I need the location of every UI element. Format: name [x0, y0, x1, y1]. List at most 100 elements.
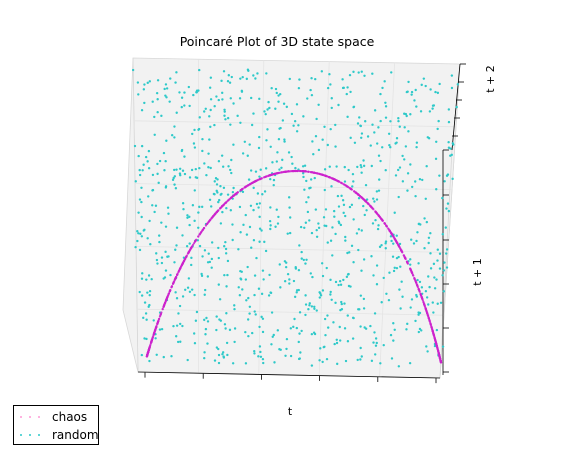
- chaos-point: [160, 311, 163, 314]
- random-point: [445, 207, 448, 210]
- random-point: [415, 293, 418, 297]
- random-point: [140, 235, 144, 238]
- random-point: [191, 132, 194, 136]
- random-point: [259, 350, 262, 354]
- random-point: [172, 324, 175, 328]
- random-point: [151, 188, 155, 192]
- random-point: [423, 217, 426, 220]
- random-point: [407, 130, 410, 133]
- random-point: [140, 109, 144, 112]
- random-point: [293, 120, 297, 123]
- chaos-point: [318, 172, 321, 176]
- random-point: [241, 152, 245, 155]
- random-marker: [18, 433, 42, 437]
- random-point: [447, 209, 451, 213]
- random-point: [374, 353, 377, 356]
- random-point: [357, 228, 361, 231]
- chaos-point: [366, 201, 369, 205]
- random-point: [241, 190, 245, 194]
- random-point: [442, 269, 446, 272]
- random-point: [257, 355, 260, 358]
- random-point: [276, 329, 280, 332]
- random-point: [415, 145, 418, 149]
- random-point: [313, 176, 316, 180]
- random-point: [267, 294, 271, 297]
- random-point: [273, 361, 276, 364]
- grid-line-x: [318, 61, 330, 376]
- random-point: [283, 260, 287, 263]
- random-point: [252, 239, 256, 242]
- random-point: [417, 330, 421, 334]
- random-point: [229, 168, 232, 172]
- random-point: [309, 272, 312, 275]
- random-point: [393, 328, 396, 331]
- random-point: [143, 101, 146, 105]
- random-point: [445, 252, 448, 255]
- random-point: [217, 246, 220, 250]
- chaos-point: [241, 187, 244, 190]
- random-point: [329, 127, 332, 131]
- chaos-point: [163, 302, 167, 305]
- y-axis-label: t + 1: [471, 258, 484, 286]
- random-point: [274, 87, 278, 91]
- random-point: [146, 291, 149, 294]
- random-point: [364, 120, 367, 123]
- chaos-point: [245, 185, 248, 188]
- random-point: [409, 306, 412, 309]
- random-point: [186, 286, 190, 289]
- random-point: [447, 141, 450, 144]
- chaos-point: [235, 192, 238, 195]
- random-point: [224, 252, 228, 255]
- random-point: [385, 292, 388, 295]
- random-point: [279, 92, 282, 96]
- random-point: [436, 127, 439, 131]
- chaos-point: [162, 304, 166, 307]
- random-point: [329, 83, 332, 86]
- chaos-point: [403, 256, 407, 259]
- random-point: [399, 265, 402, 268]
- random-point: [399, 307, 402, 310]
- random-point: [418, 280, 422, 284]
- random-point: [232, 143, 235, 146]
- random-point: [227, 74, 231, 77]
- random-point: [225, 207, 228, 210]
- random-point: [138, 248, 142, 252]
- random-point: [178, 91, 181, 94]
- legend-label-random: random: [52, 428, 99, 442]
- random-point: [248, 305, 252, 308]
- random-point: [380, 301, 383, 304]
- random-point: [257, 206, 260, 209]
- random-point: [295, 103, 299, 106]
- random-point: [292, 325, 295, 329]
- random-point: [258, 227, 262, 230]
- random-point: [307, 308, 310, 311]
- chaos-point: [300, 169, 303, 173]
- random-point: [169, 77, 172, 80]
- random-point: [289, 216, 292, 219]
- random-point: [308, 302, 311, 305]
- chaos-point: [155, 324, 158, 328]
- grid-lines: [133, 59, 457, 377]
- random-point: [293, 295, 297, 299]
- random-point: [217, 98, 220, 102]
- random-point: [206, 320, 210, 323]
- random-point: [164, 83, 168, 86]
- random-point: [203, 110, 206, 113]
- random-point: [156, 98, 159, 101]
- chaos-point: [363, 199, 367, 202]
- random-point: [143, 301, 147, 304]
- random-point: [258, 175, 261, 178]
- chaos-point: [230, 196, 233, 199]
- random-point: [288, 77, 292, 81]
- random-point: [297, 268, 301, 272]
- random-point: [140, 215, 143, 219]
- random-point: [151, 173, 155, 177]
- random-point: [299, 351, 302, 354]
- random-point: [347, 168, 350, 172]
- random-point: [230, 75, 233, 79]
- random-point: [325, 224, 328, 228]
- random-point: [360, 70, 363, 73]
- random-point: [248, 225, 252, 229]
- random-point: [350, 244, 354, 248]
